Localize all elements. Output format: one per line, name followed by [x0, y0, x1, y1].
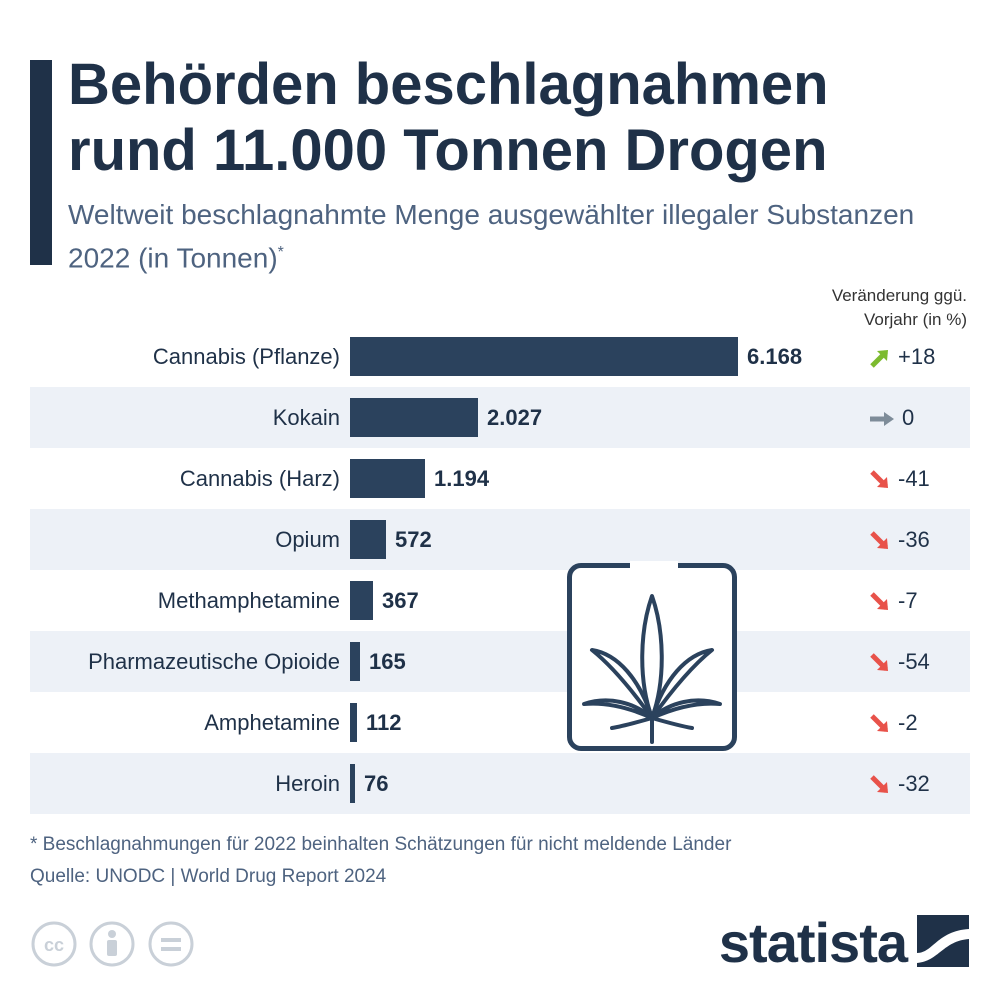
footnote: * Beschlagnahmungen für 2022 beinhalten …: [30, 834, 732, 855]
statista-logo[interactable]: statista: [719, 912, 969, 974]
subtitle-footnote-mark: *: [277, 244, 284, 261]
bar: [350, 337, 738, 376]
change-cell: -36: [868, 509, 930, 570]
bar: [350, 642, 360, 681]
change-value: 0: [902, 405, 915, 430]
bar-rows: Cannabis (Pflanze) 6.168 +18 Kokain 2.027 0 Ca…: [30, 326, 970, 814]
category-label: Pharmazeutische Opioide: [88, 649, 340, 674]
logo-text: statista: [718, 911, 908, 974]
change-cell: -2: [868, 692, 918, 753]
cc-icon[interactable]: cc: [30, 920, 78, 973]
bar: [350, 703, 357, 742]
attribution-icon[interactable]: [88, 920, 136, 973]
chart-subtitle-text: Weltweit beschlagnahmte Menge ausgewählt…: [68, 199, 915, 274]
chart-row: Methamphetamine 367 -7: [30, 570, 970, 631]
category-label: Amphetamine: [204, 710, 340, 735]
change-value: -54: [898, 649, 930, 674]
bar: [350, 398, 478, 437]
title-accent-bar: [30, 60, 52, 265]
bar: [350, 764, 355, 803]
chart-row: Cannabis (Pflanze) 6.168 +18: [30, 326, 970, 387]
svg-text:cc: cc: [44, 935, 64, 955]
arrow-down-right-icon: [870, 470, 888, 489]
chart-row: Opium 572 -36: [30, 509, 970, 570]
change-cell: 0: [868, 387, 914, 448]
change-column-header: Veränderung ggü. Vorjahr (in %): [747, 284, 967, 332]
no-derivatives-icon[interactable]: [147, 920, 195, 973]
category-label: Cannabis (Pflanze): [152, 344, 340, 369]
change-header-line-2: Vorjahr (in %): [864, 310, 967, 329]
change-value: -2: [898, 710, 918, 735]
source-note: Quelle: UNODC | World Drug Report 2024: [30, 866, 387, 887]
value-label: 1.194: [434, 466, 490, 491]
bar: [350, 520, 386, 559]
change-cell: -54: [868, 631, 930, 692]
arrow-down-right-icon: [870, 775, 888, 794]
category-label: Heroin: [275, 771, 340, 796]
statista-logo-icon: [917, 914, 969, 972]
chart-title: Behörden beschlagnahmen rund 11.000 Tonn…: [68, 52, 829, 183]
value-label: 2.027: [487, 405, 543, 430]
bar: [350, 581, 373, 620]
change-cell: -32: [868, 753, 930, 814]
change-cell: -7: [868, 570, 918, 631]
arrow-down-right-icon: [870, 531, 888, 550]
bar: [350, 459, 425, 498]
change-value: -7: [898, 588, 918, 613]
value-label: 112: [366, 710, 402, 735]
category-label: Kokain: [272, 405, 340, 430]
cannabis-leaf-icon: [567, 561, 737, 751]
chart-row: Kokain 2.027 0: [30, 387, 970, 448]
value-label: 76: [364, 771, 389, 796]
icon-frame-gap: [630, 561, 678, 570]
arrow-down-right-icon: [870, 653, 888, 672]
chart-row: Pharmazeutische Opioide 165 -54: [30, 631, 970, 692]
license-icons: cc: [30, 920, 201, 970]
chart-row: Amphetamine 112 -2: [30, 692, 970, 753]
change-value: +18: [898, 344, 936, 369]
chart-row: Cannabis (Harz) 1.194 -41: [30, 448, 970, 509]
change-cell: -41: [868, 448, 930, 509]
chart-row: Heroin 76 -32: [30, 753, 970, 814]
change-value: -32: [898, 771, 930, 796]
value-label: 6.168: [747, 344, 803, 369]
cannabis-leaf-svg: [582, 594, 722, 744]
arrow-up-right-icon: [870, 350, 888, 368]
value-label: 165: [369, 649, 406, 674]
chart-subtitle: Weltweit beschlagnahmte Menge ausgewählt…: [68, 196, 968, 277]
value-label: 367: [382, 588, 419, 613]
change-value: -41: [898, 466, 930, 491]
category-label: Cannabis (Harz): [179, 466, 340, 491]
change-header-line-1: Veränderung ggü.: [831, 286, 967, 305]
arrow-down-right-icon: [870, 592, 888, 611]
category-label: Methamphetamine: [157, 588, 340, 613]
change-value: -36: [898, 527, 930, 552]
arrow-right-icon: [870, 412, 894, 427]
category-label: Opium: [275, 527, 340, 552]
value-label: 572: [395, 527, 432, 552]
change-cell: +18: [868, 326, 935, 387]
arrow-down-right-icon: [870, 714, 888, 733]
